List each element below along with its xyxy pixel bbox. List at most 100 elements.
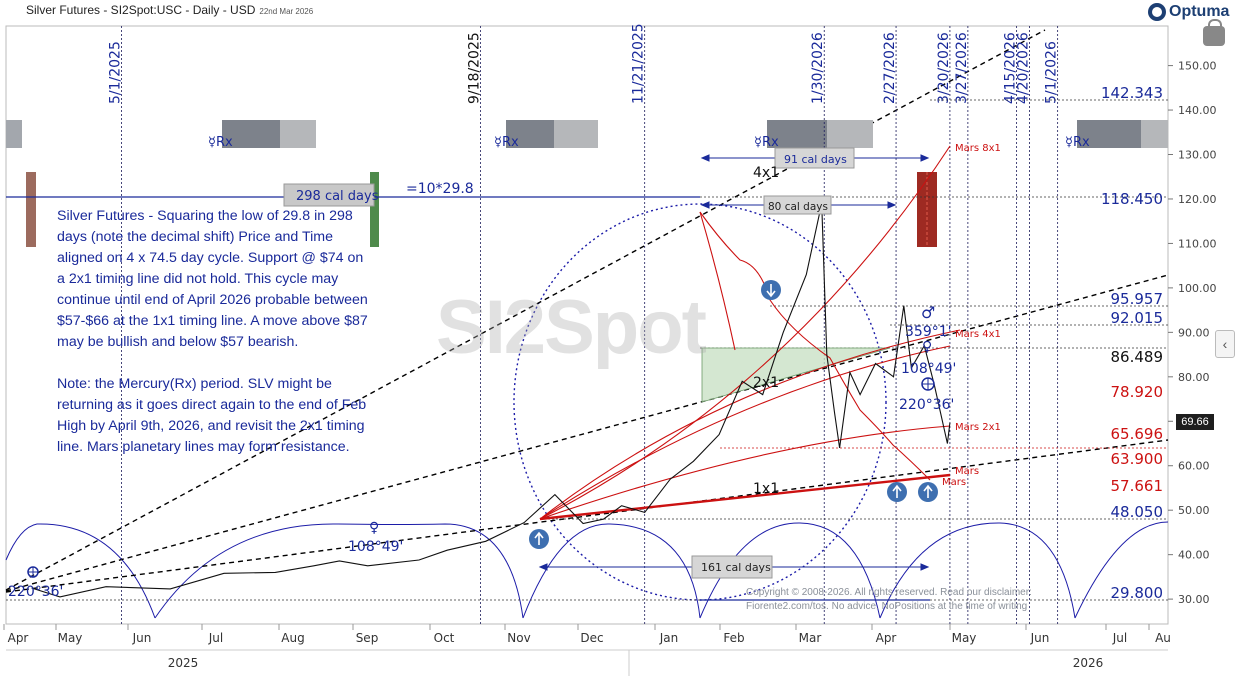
price-series-line <box>31 203 951 598</box>
mars-label: Mars <box>942 477 966 488</box>
y-tick-label: 130.00 <box>1178 149 1217 162</box>
degree-108: 108°49' <box>901 361 956 377</box>
eq-10x-label: =10*29.8 <box>406 181 474 197</box>
degree-359: 359°1' <box>905 324 951 340</box>
level-label: 29.800 <box>1111 584 1164 602</box>
chart-title-text: Silver Futures - SI2Spot:USC - Daily - U… <box>26 3 256 17</box>
year-label: 2026 <box>1073 656 1104 670</box>
y-tick-label: 50.00 <box>1178 504 1210 517</box>
ratio-1x1: 1x1 <box>753 481 779 497</box>
month-label: Au <box>1155 631 1171 645</box>
y-tick-label: 140.00 <box>1178 104 1217 117</box>
planet-markers: ♀ ♂ ♀ <box>27 303 935 578</box>
month-label: Dec <box>580 631 603 645</box>
chart-title: Silver Futures - SI2Spot:USC - Daily - U… <box>26 3 313 17</box>
pattern-triangle <box>701 347 891 403</box>
mercury-rx-label: ☿Rx <box>754 135 779 150</box>
level-label: 57.661 <box>1111 477 1164 495</box>
current-price-badge: 69.66 <box>1176 414 1214 430</box>
ratio-labels: 4x1 2x1 1x1 Mars 8x1 Mars 4x1 Mars 2x1 M… <box>8 143 1001 600</box>
year-label: 2025 <box>168 656 199 670</box>
time-bar-may <box>26 172 36 247</box>
date-line-label: 1/30/2026 <box>810 32 826 104</box>
date-line-label: 4/15/2026 <box>1003 32 1019 104</box>
date-line-label: 5/1/2026 <box>1044 41 1060 104</box>
ratio-2x1: 2x1 <box>753 375 779 391</box>
mars-4x1-label: Mars 4x1 <box>955 329 1001 340</box>
month-label: Feb <box>723 631 744 645</box>
y-tick-label: 150.00 <box>1178 60 1217 73</box>
copyright-line-1: Copyright © 2008-2026. All rights reserv… <box>746 587 1032 598</box>
level-label: 118.450 <box>1101 190 1163 208</box>
month-label: Jun <box>1030 631 1050 645</box>
level-label: 92.015 <box>1111 309 1164 327</box>
note-paragraph-1: Silver Futures - Squaring the low of 29.… <box>57 208 368 350</box>
optuma-logo-icon <box>1148 3 1166 21</box>
collapse-panel-button[interactable]: ‹ <box>1215 330 1235 358</box>
date-line-label: 2/27/2026 <box>882 32 898 104</box>
mercury-rx-label: ☿Rx <box>1065 135 1090 150</box>
month-label: Jan <box>659 631 679 645</box>
level-label: 86.489 <box>1111 348 1164 366</box>
y-tick-label: 30.00 <box>1178 593 1210 606</box>
ratio-4x1: 4x1 <box>753 165 779 181</box>
cal-days-161-label: 161 cal days <box>701 561 771 574</box>
vertical-date-lines: 5/1/2025 9/18/2025 11/21/2025 1/30/2026 2/27… <box>107 23 1060 624</box>
degree-220: 220°36' <box>899 397 954 413</box>
watermark: SI2Spot <box>436 285 707 370</box>
date-line-label: 4/20/2026 <box>1015 32 1031 104</box>
mercury-rx-bars <box>6 120 1168 148</box>
month-label: Apr <box>876 631 897 645</box>
mars-label: Mars <box>955 466 979 477</box>
y-tick-label: 110.00 <box>1178 237 1217 250</box>
mercury-rx-labels: ☿Rx ☿Rx ☿Rx ☿Rx <box>208 135 1090 150</box>
month-label: Nov <box>507 631 530 645</box>
month-label: Sep <box>356 631 379 645</box>
date-line-label: 3/27/2026 <box>954 32 970 104</box>
signal-arrows <box>529 280 938 549</box>
y-tick-label: 90.00 <box>1178 326 1210 339</box>
date-line-label: 3/20/2026 <box>936 32 952 104</box>
mercury-rx-label: ☿Rx <box>208 135 233 150</box>
gann-fan <box>539 145 961 521</box>
level-label: 95.957 <box>1111 290 1164 308</box>
month-label: Jun <box>132 631 152 645</box>
analysis-note: Silver Futures - Squaring the low of 29.… <box>57 206 373 458</box>
month-label: Oct <box>434 631 455 645</box>
y-tick-label: 40.00 <box>1178 549 1210 562</box>
month-label: Jul <box>208 631 223 645</box>
chart-date: 22nd Mar 2026 <box>259 7 314 16</box>
copyright-notice: Copyright © 2008-2026. All rights reserv… <box>746 586 1086 614</box>
degree-220-left: 220°36' <box>8 584 63 600</box>
level-label: 142.343 <box>1101 84 1163 102</box>
brand-name: Optuma <box>1169 3 1230 20</box>
cal-days-298-label: 298 cal days <box>296 189 379 204</box>
venus-symbol: ♀ <box>922 339 932 355</box>
time-bar-sep <box>370 172 379 247</box>
x-axis: Apr May Jun Jul Aug Sep Oct Nov Dec Jan Feb Mar Apr M… <box>3 624 1171 670</box>
degree-108-left: 108°49' <box>348 539 403 555</box>
month-label: Jul <box>1112 631 1127 645</box>
brand-logo: Optuma <box>1148 3 1229 21</box>
date-line-label: 11/21/2025 <box>631 23 647 104</box>
month-label: Apr <box>8 631 29 645</box>
lock-icon[interactable] <box>1203 19 1225 46</box>
level-label: 48.050 <box>1111 503 1164 521</box>
mercury-rx-label: ☿Rx <box>494 135 519 150</box>
mars-2x1-label: Mars 2x1 <box>955 422 1001 433</box>
date-line-label: 9/18/2025 <box>467 32 483 104</box>
level-label: 78.920 <box>1111 383 1164 401</box>
venus-marker: ♀ <box>369 520 379 536</box>
copyright-line-2: Fiorente2.com/tos. No advice. NoPosition… <box>746 601 1028 612</box>
month-label: May <box>952 631 977 645</box>
date-line-label: 5/1/2025 <box>107 41 123 104</box>
y-tick-label: 100.00 <box>1178 282 1217 295</box>
level-label: 65.696 <box>1111 425 1164 443</box>
y-tick-label: 60.00 <box>1178 460 1210 473</box>
level-label: 63.900 <box>1111 450 1164 468</box>
cal-days-91-label: 91 cal days <box>784 153 847 166</box>
cal-day-boxes: 298 cal days =10*29.8 91 cal days 80 cal… <box>283 147 855 579</box>
month-label: May <box>58 631 83 645</box>
